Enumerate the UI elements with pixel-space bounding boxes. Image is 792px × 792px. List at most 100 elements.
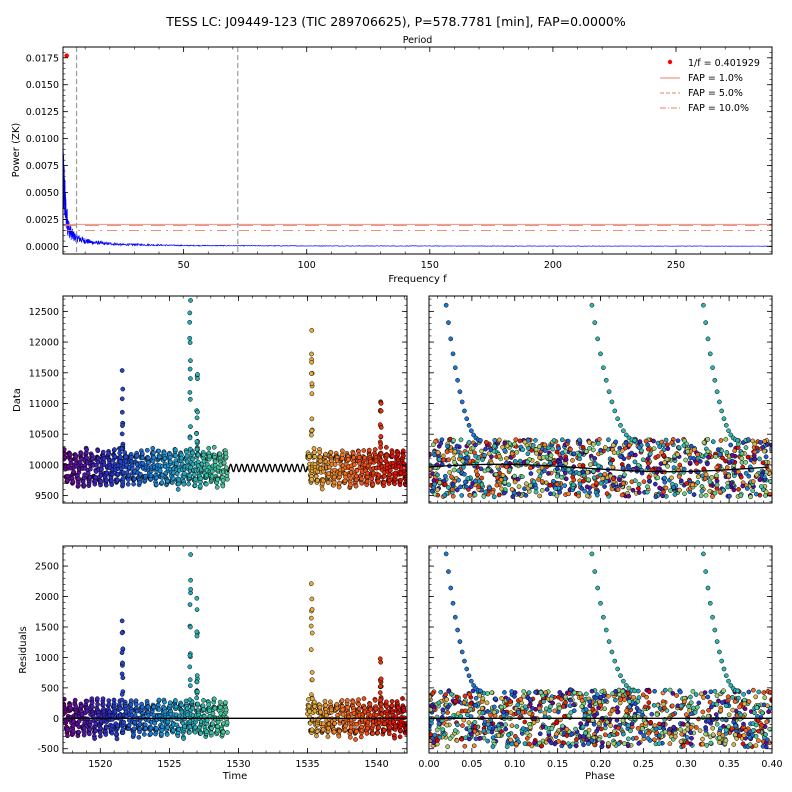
data-point	[195, 701, 201, 707]
data-point	[97, 733, 103, 739]
phase-point	[730, 453, 735, 458]
phase-point	[552, 708, 558, 714]
phase-point	[688, 700, 694, 706]
flare-point	[119, 446, 125, 452]
data-point	[106, 451, 112, 456]
data-point	[322, 698, 328, 704]
flare-point	[188, 624, 193, 630]
phase-point	[577, 452, 582, 458]
phase-point	[520, 474, 525, 480]
phase-point	[604, 491, 610, 496]
data-point	[192, 724, 198, 730]
flare-trail-point	[609, 399, 615, 405]
phase-point	[571, 477, 577, 483]
data-point	[145, 704, 151, 710]
data-point	[350, 699, 356, 705]
phase-point	[512, 479, 518, 485]
flare-point	[188, 358, 193, 363]
phase-point	[707, 699, 713, 705]
data-point	[94, 696, 100, 702]
data-point	[204, 729, 209, 735]
phase-point	[441, 453, 446, 459]
data-point	[117, 706, 123, 712]
data-point	[174, 471, 180, 477]
phase-point	[534, 450, 539, 456]
phase-point	[554, 473, 560, 479]
phase-point	[703, 472, 709, 477]
phase-point	[452, 728, 458, 733]
flare-point	[194, 439, 200, 444]
phase-point	[591, 441, 596, 447]
data-point	[151, 455, 157, 460]
flare-trail-point	[448, 336, 454, 342]
data-point	[195, 452, 201, 458]
data-point	[376, 725, 381, 730]
phase-point	[619, 492, 625, 498]
phase-point	[577, 481, 583, 487]
phase-point	[750, 488, 756, 493]
data-point	[389, 698, 395, 704]
data-point	[159, 724, 165, 730]
flare-trail-point	[598, 351, 603, 357]
flare-point	[308, 371, 314, 376]
phase-point	[706, 455, 711, 460]
data-point	[100, 696, 106, 702]
phase-point	[583, 691, 589, 697]
data-point	[221, 460, 227, 466]
flare-trail-point	[459, 399, 465, 405]
phase-point	[712, 490, 718, 496]
phase-point	[646, 700, 652, 705]
data-point	[315, 477, 320, 483]
data-point	[87, 731, 92, 737]
phase-point	[563, 700, 568, 705]
phase-point	[610, 476, 616, 482]
data-point	[215, 476, 221, 482]
phase-point	[710, 439, 716, 444]
flare-point	[119, 368, 125, 373]
data-point	[317, 449, 323, 455]
phase-point	[452, 459, 457, 465]
data-point	[376, 478, 381, 484]
phase-point	[548, 452, 554, 458]
phase-point	[720, 700, 725, 705]
data-point	[193, 476, 198, 482]
legend-fap1-label: FAP = 1.0%	[688, 73, 743, 84]
phase-point	[467, 493, 473, 498]
phase-point	[714, 473, 719, 478]
phase-point	[547, 708, 552, 713]
data-point	[372, 447, 378, 452]
phase-point	[618, 454, 624, 460]
phase-point	[561, 740, 567, 746]
data-point	[156, 707, 162, 712]
phase-point	[492, 443, 497, 449]
phase-point	[740, 483, 746, 489]
phase-point	[659, 439, 665, 445]
phase-point	[762, 695, 768, 700]
phase-point	[516, 491, 522, 497]
phase-point	[586, 439, 592, 445]
flare-point	[309, 696, 315, 702]
phase-point	[626, 485, 632, 491]
flare-point	[308, 581, 314, 587]
phase-point	[566, 467, 572, 473]
phase-point	[559, 474, 564, 480]
phase-point	[665, 446, 671, 451]
phase-point	[577, 691, 583, 696]
x-tick-label: 1530	[226, 759, 250, 770]
phase-point	[716, 731, 722, 737]
data-point	[93, 462, 99, 468]
flare-point	[308, 647, 314, 652]
phase-point	[623, 440, 629, 446]
data-point	[319, 486, 325, 492]
phase-point	[636, 481, 642, 487]
data-point	[167, 455, 173, 460]
phase-point	[728, 442, 733, 448]
phase-point	[602, 484, 607, 489]
legend-fap5-label: FAP = 5.0%	[688, 88, 743, 99]
phase-point	[626, 493, 632, 499]
phase-point	[696, 700, 702, 706]
data-point	[151, 450, 156, 456]
phase-point	[657, 485, 662, 491]
data-point	[73, 454, 79, 459]
data-point	[186, 730, 192, 735]
